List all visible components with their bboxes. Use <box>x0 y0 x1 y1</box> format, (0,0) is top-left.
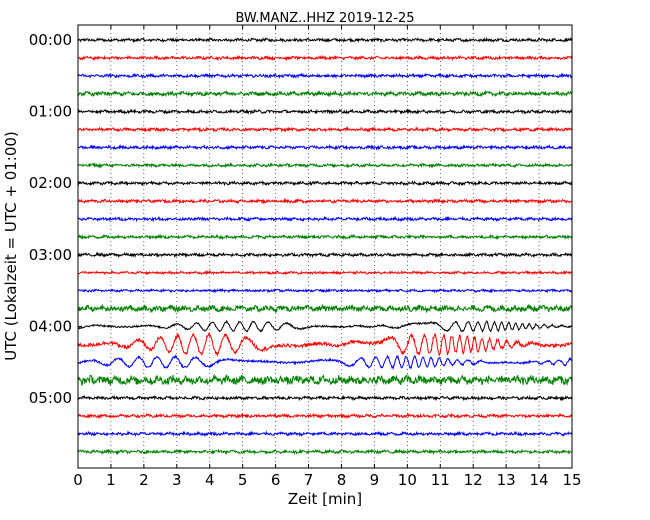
trace-0530 <box>78 430 573 437</box>
plot-frame <box>77 24 573 469</box>
trace-0415 <box>77 331 573 358</box>
x-tick-label: 4 <box>205 471 215 489</box>
x-tick-label: 0 <box>73 471 83 489</box>
y-tick-label: 03:00 <box>29 246 72 264</box>
x-tick-label: 7 <box>304 471 314 489</box>
trace-0445 <box>77 373 573 387</box>
x-tick-label: 15 <box>562 471 581 489</box>
trace-0230 <box>77 215 573 223</box>
y-tick-label: 02:00 <box>29 174 72 192</box>
x-tick-label: 13 <box>497 471 516 489</box>
tick-marks <box>77 25 573 468</box>
trace-0430 <box>77 354 573 370</box>
x-tick-label: 5 <box>238 471 248 489</box>
trace-0030 <box>77 72 573 80</box>
seismogram-traces <box>77 36 573 456</box>
trace-0100 <box>77 108 573 115</box>
trace-0330 <box>77 287 573 294</box>
trace-0300 <box>77 251 573 259</box>
trace-0115 <box>77 126 572 133</box>
trace-0245 <box>77 233 573 241</box>
trace-0200 <box>77 179 573 187</box>
x-tick-label: 9 <box>370 471 380 489</box>
trace-0000 <box>77 36 573 44</box>
x-tick-label: 10 <box>398 471 417 489</box>
plot-area <box>78 25 572 468</box>
trace-0045 <box>77 89 573 98</box>
trace-0500 <box>77 394 573 402</box>
y-tick-label: 01:00 <box>29 103 72 121</box>
trace-0315 <box>77 269 573 276</box>
x-tick-label: 6 <box>271 471 281 489</box>
y-tick-labels: 00:00 01:00 02:00 03:00 04:00 05:00 <box>29 31 72 407</box>
x-tick-label: 2 <box>139 471 149 489</box>
chart-title: BW.MANZ..HHZ 2019-12-25 <box>235 11 414 26</box>
trace-0015 <box>77 54 573 62</box>
x-tick-label: 8 <box>337 471 347 489</box>
x-axis-label: Zeit [min] <box>288 490 362 508</box>
trace-0545 <box>77 448 573 456</box>
trace-0345 <box>77 303 573 314</box>
trace-0145 <box>77 161 573 169</box>
x-tick-label: 12 <box>464 471 483 489</box>
trace-0515 <box>77 412 573 420</box>
x-tick-label: 14 <box>530 471 549 489</box>
y-tick-label: 00:00 <box>29 31 72 49</box>
y-tick-label: 05:00 <box>29 389 72 407</box>
trace-0130 <box>77 144 573 151</box>
x-tick-label: 1 <box>106 471 116 489</box>
trace-0400 <box>77 319 573 333</box>
y-axis-label: UTC (Lokalzeit = UTC + 01:00) <box>2 131 20 361</box>
trace-0215 <box>77 197 573 205</box>
x-tick-label: 3 <box>172 471 182 489</box>
x-tick-label: 11 <box>431 471 450 489</box>
y-tick-label: 04:00 <box>29 317 72 335</box>
x-tick-labels: 0 1 2 3 4 5 6 7 8 9 10 11 12 13 14 15 <box>73 471 581 489</box>
